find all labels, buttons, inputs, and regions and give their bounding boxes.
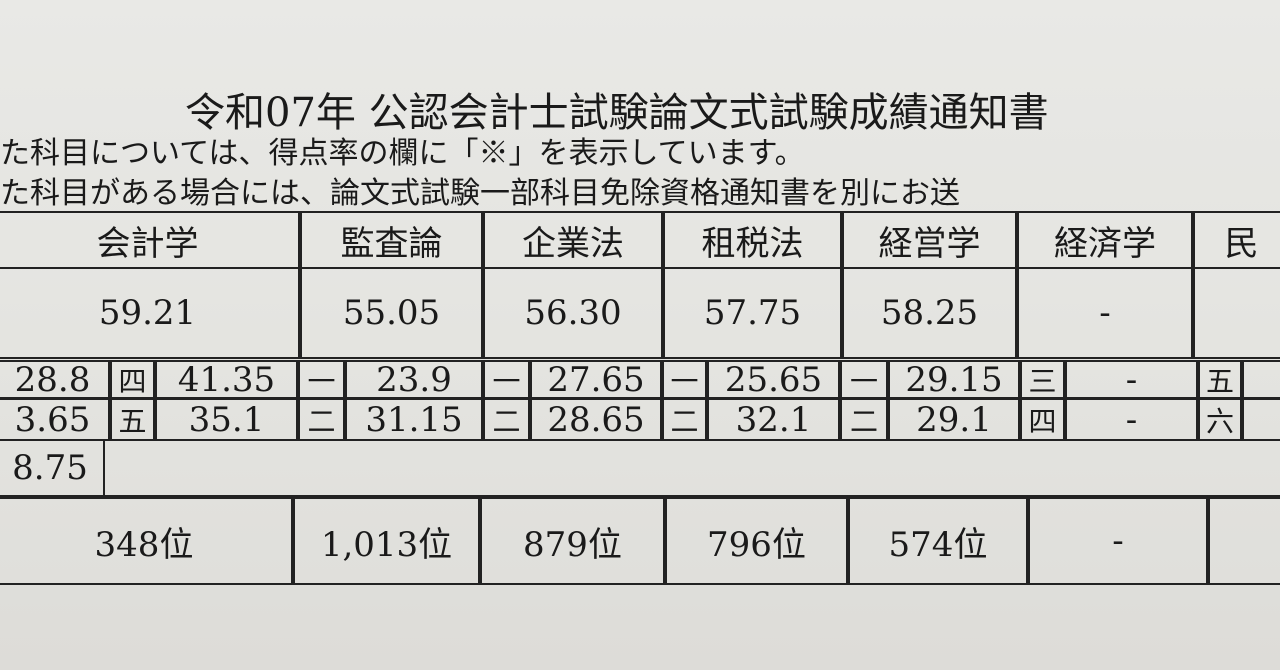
subject-header: 企業法 — [483, 211, 663, 269]
question-score: 35.1 — [155, 398, 298, 441]
subject-rank: 796位 — [665, 497, 848, 585]
question-score: 28.65 — [530, 398, 662, 441]
question-score: - — [1065, 398, 1198, 441]
question-number: 五 — [1198, 360, 1242, 399]
subject-header: 経済学 — [1017, 211, 1193, 269]
subject-score: 56.30 — [483, 267, 663, 359]
subject-header: 経営学 — [842, 211, 1017, 269]
question-number: 二 — [840, 398, 888, 441]
question-score: 29.1 — [888, 398, 1020, 441]
question-score: 25.65 — [707, 360, 840, 400]
subject-score — [1193, 267, 1280, 359]
note-line-1: た科目については、得点率の欄に「※」を表示しています。 — [0, 136, 805, 171]
subject-rank: 879位 — [480, 497, 665, 585]
subject-rank: 574位 — [848, 497, 1028, 585]
question-number: 二 — [483, 398, 530, 441]
empty-cell — [103, 439, 1280, 497]
question-score: - — [1065, 360, 1198, 400]
subject-rank — [1208, 497, 1280, 585]
subject-rank: 1,013位 — [293, 497, 480, 585]
subject-score: 59.21 — [0, 267, 300, 359]
subject-score: - — [1017, 267, 1193, 359]
question-number: 二 — [298, 398, 345, 441]
document-title: 令和07年 公認会計士試験論文式試験成績通知書 — [185, 90, 1049, 136]
subject-header: 民 — [1193, 211, 1280, 269]
question-score: 28.8 — [0, 360, 110, 400]
question-number: 一 — [298, 360, 345, 399]
subject-score: 57.75 — [663, 267, 842, 359]
question-score: 32.1 — [707, 398, 840, 441]
question-number: 一 — [483, 360, 530, 399]
question-score — [1242, 360, 1280, 399]
question-score: 3.65 — [0, 398, 110, 441]
question-score: 8.75 — [0, 439, 105, 497]
note-line-2: た科目がある場合には、論文式試験一部科目免除資格通知書を別にお送 — [0, 176, 960, 211]
question-number: 二 — [662, 398, 707, 441]
question-score — [1242, 398, 1280, 441]
question-number: 三 — [1020, 360, 1065, 399]
subject-score: 58.25 — [842, 267, 1017, 359]
question-score: 27.65 — [530, 360, 662, 400]
question-score: 41.35 — [155, 360, 298, 400]
question-number: 五 — [110, 398, 155, 441]
subject-rank: - — [1028, 497, 1208, 585]
question-score: 29.15 — [888, 360, 1020, 400]
question-number: 一 — [840, 360, 888, 399]
subject-header: 租税法 — [663, 211, 842, 269]
subject-rank: 348位 — [0, 497, 293, 585]
question-number: 四 — [110, 360, 155, 399]
subject-score: 55.05 — [300, 267, 483, 359]
question-number: 四 — [1020, 398, 1065, 441]
subject-header: 監査論 — [300, 211, 483, 269]
question-score: 31.15 — [345, 398, 483, 441]
question-number: 一 — [662, 360, 707, 399]
question-score: 23.9 — [345, 360, 483, 400]
subject-header: 会計学 — [0, 211, 300, 269]
question-number: 六 — [1198, 398, 1242, 441]
